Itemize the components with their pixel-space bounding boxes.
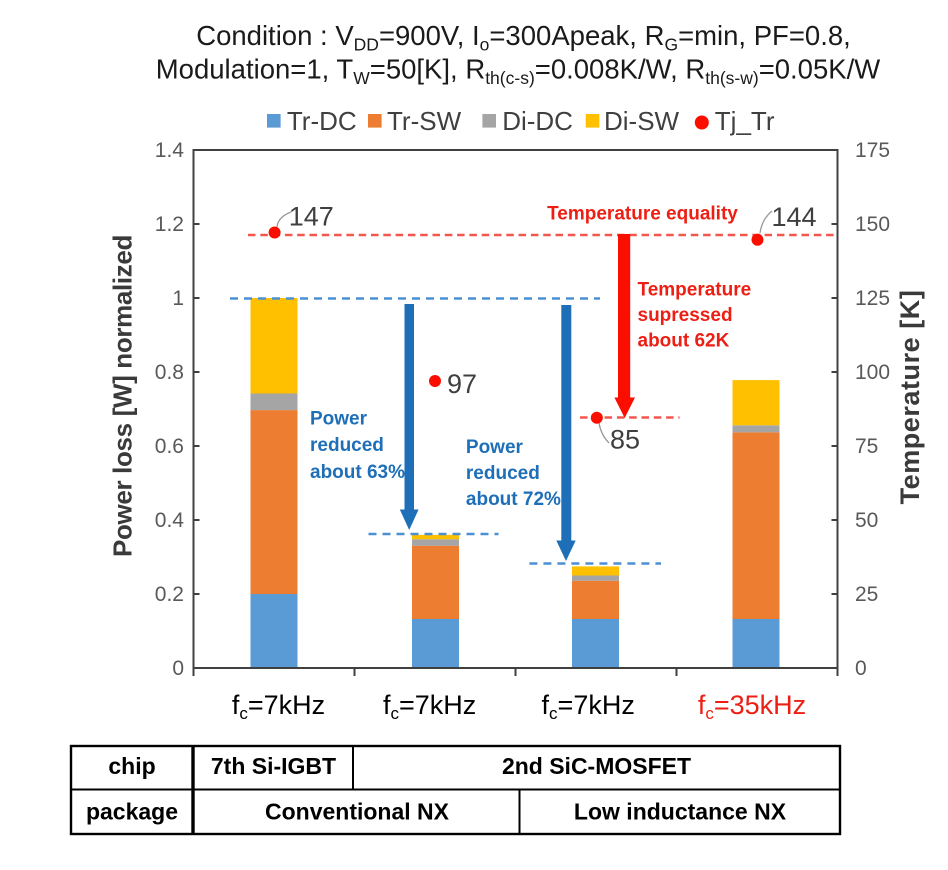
svg-text:package: package [86, 798, 178, 824]
svg-text:Di-DC: Di-DC [502, 106, 573, 136]
svg-text:1.2: 1.2 [155, 213, 184, 236]
svg-text:0: 0 [855, 657, 867, 680]
svg-text:175: 175 [855, 139, 890, 162]
svg-text:supressed: supressed [638, 305, 733, 326]
svg-text:Conventional NX: Conventional NX [265, 798, 450, 824]
svg-text:fc=35kHz: fc=35kHz [698, 690, 806, 723]
svg-text:Temperature equality: Temperature equality [547, 204, 738, 225]
svg-text:125: 125 [855, 287, 890, 310]
svg-text:about 62K: about 62K [638, 330, 730, 351]
svg-text:Temperature [K]: Temperature [K] [895, 290, 925, 505]
svg-text:Di-SW: Di-SW [604, 106, 680, 136]
svg-text:Low inductance NX: Low inductance NX [574, 798, 787, 824]
svg-text:147: 147 [289, 202, 334, 232]
svg-text:50: 50 [855, 509, 878, 532]
svg-text:0.6: 0.6 [155, 435, 184, 458]
svg-text:about 63%: about 63% [310, 462, 405, 483]
svg-text:Power: Power [310, 409, 368, 430]
svg-text:150: 150 [855, 213, 890, 236]
svg-text:25: 25 [855, 583, 878, 606]
svg-text:1: 1 [172, 287, 184, 310]
svg-text:0.4: 0.4 [155, 509, 185, 532]
svg-text:fc=7kHz: fc=7kHz [542, 690, 635, 723]
svg-text:1.4: 1.4 [155, 139, 185, 162]
svg-text:fc=7kHz: fc=7kHz [232, 690, 325, 723]
svg-text:0.2: 0.2 [155, 583, 184, 606]
svg-text:Tr-DC: Tr-DC [287, 106, 357, 136]
svg-text:Tj_Tr: Tj_Tr [715, 106, 775, 136]
svg-text:0: 0 [172, 657, 184, 680]
svg-text:chip: chip [108, 753, 155, 779]
svg-text:97: 97 [447, 369, 477, 399]
svg-text:7th Si-IGBT: 7th Si-IGBT [211, 753, 336, 779]
svg-text:100: 100 [855, 361, 890, 384]
svg-text:144: 144 [772, 202, 817, 232]
svg-text:Power: Power [466, 437, 524, 458]
svg-text:about 72%: about 72% [466, 489, 561, 510]
svg-text:reduced: reduced [310, 435, 384, 456]
svg-text:75: 75 [855, 435, 878, 458]
svg-text:Tr-SW: Tr-SW [387, 106, 462, 136]
svg-text:Power loss [W] normalized: Power loss [W] normalized [108, 235, 138, 557]
svg-text:85: 85 [610, 425, 640, 455]
svg-text:reduced: reduced [466, 463, 540, 484]
svg-text:2nd SiC-MOSFET: 2nd SiC-MOSFET [502, 753, 691, 779]
svg-text:Condition : VDD=900V, Io=300Ap: Condition : VDD=900V, Io=300Apeak, RG=mi… [196, 20, 851, 55]
svg-text:Temperature: Temperature [638, 279, 752, 300]
svg-text:0.8: 0.8 [155, 361, 184, 384]
svg-text:Modulation=1, TW=50[K], Rth(c-: Modulation=1, TW=50[K], Rth(c-s)=0.008K/… [156, 54, 880, 89]
svg-text:fc=7kHz: fc=7kHz [383, 690, 476, 723]
